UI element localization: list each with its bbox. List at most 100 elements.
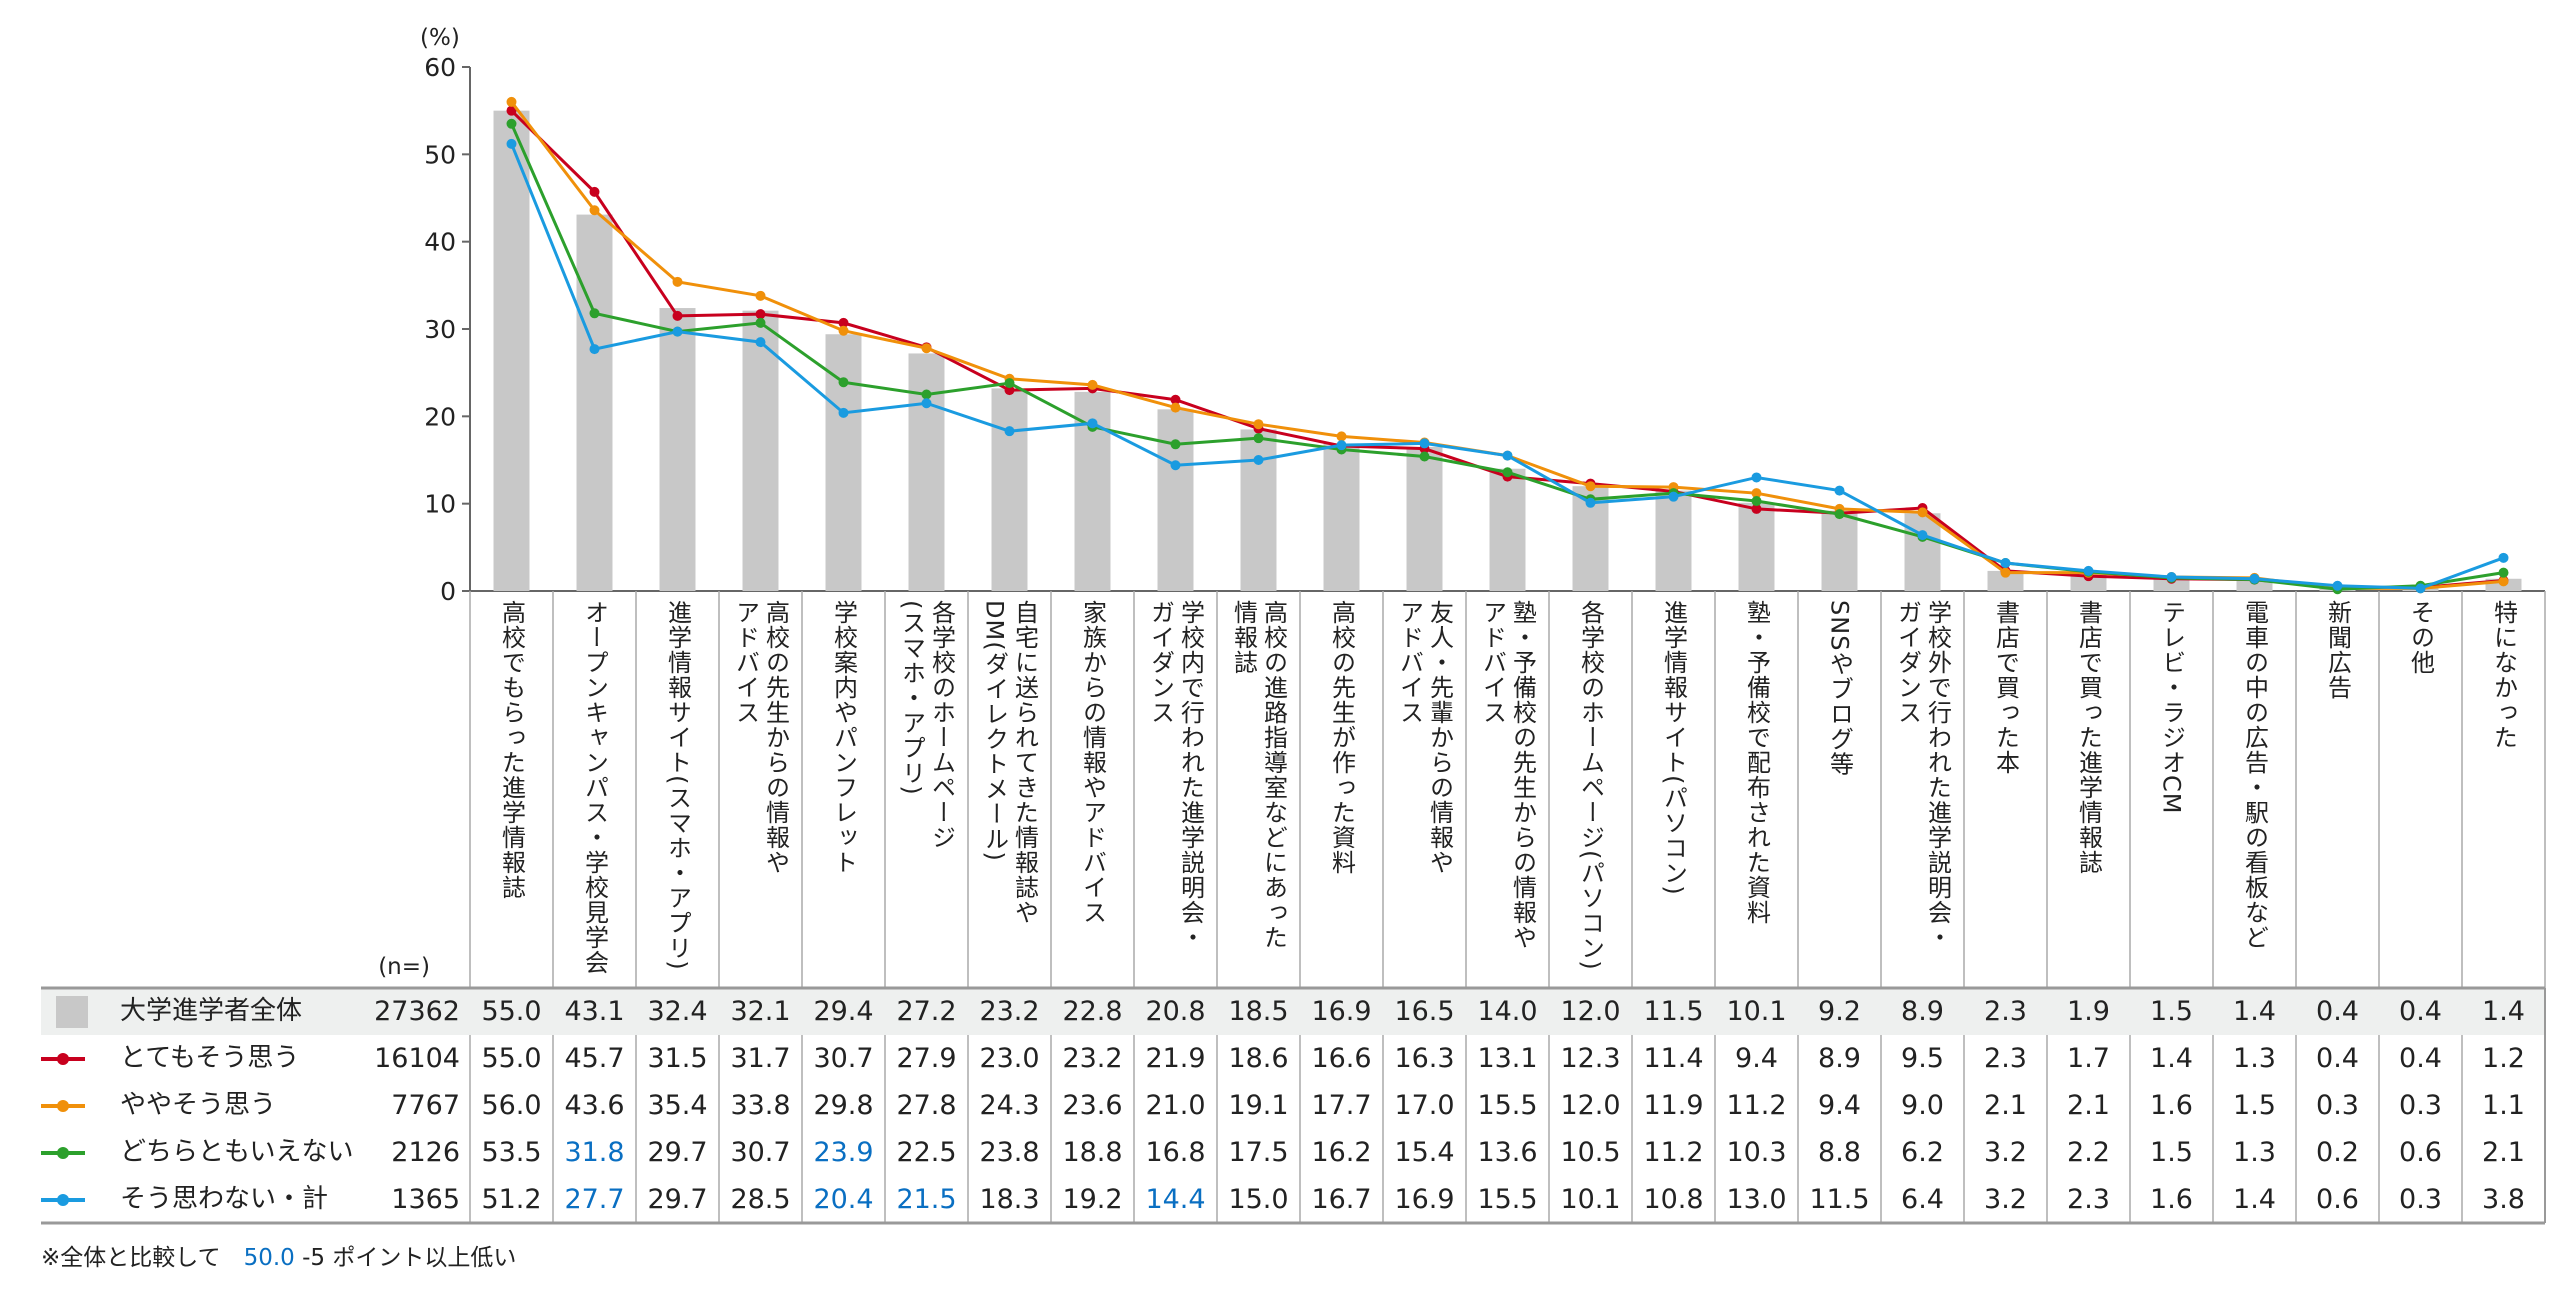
category-label: 友人・先輩からの情報や アドバイス xyxy=(1383,600,1466,980)
table-cell: 12.0 xyxy=(1560,1090,1621,1121)
category-text: オープンキャンパス・学校見学会 xyxy=(580,600,609,975)
data-point xyxy=(589,205,600,216)
table-cell: 32.1 xyxy=(730,996,791,1027)
data-point xyxy=(1502,467,1513,478)
table-cell: 23.9 xyxy=(813,1137,874,1168)
table-cell: 55.0 xyxy=(481,1043,542,1074)
bar xyxy=(1821,510,1858,591)
category-label: 塾・予備校で配布された資料 xyxy=(1715,600,1798,980)
table-cell: 16.9 xyxy=(1394,1184,1455,1215)
data-point xyxy=(838,317,849,328)
bar xyxy=(1157,409,1194,591)
footnote-suffix: -5 ポイント以上低い xyxy=(302,1245,517,1271)
footnote-sample: 50.0 xyxy=(243,1245,295,1271)
data-point xyxy=(755,337,766,348)
data-point xyxy=(2498,576,2509,587)
data-point xyxy=(2000,558,2011,569)
y-tick-label: 0 xyxy=(440,577,456,606)
category-text: 高校でもらった進学情報誌 xyxy=(497,600,526,900)
category-label: 書店で買った本 xyxy=(1964,600,2047,980)
table-cell: 23.0 xyxy=(979,1043,1040,1074)
y-tick-label: 50 xyxy=(424,140,456,169)
table-cell: 2.3 xyxy=(2067,1184,2110,1215)
category-label: 自宅に送られてきた情報誌や DM(ダイレクトメール) xyxy=(968,600,1051,980)
data-point xyxy=(1751,496,1762,507)
footnote: ※全体と比較して 50.0 -5 ポイント以上低い xyxy=(41,1238,516,1272)
table-cell: 0.3 xyxy=(2399,1090,2442,1121)
legend-marker xyxy=(57,1053,69,1065)
category-text: 塾・予備校の先生からの情報や アドバイス xyxy=(1478,600,1537,950)
table-cell: 9.0 xyxy=(1901,1090,1944,1121)
category-text: テレビ・ラジオCM xyxy=(2157,600,2186,815)
data-point xyxy=(2083,565,2094,576)
data-point xyxy=(1170,394,1181,405)
category-label: 特になかった xyxy=(2462,600,2545,980)
category-label: 家族からの情報やアドバイス xyxy=(1051,600,1134,980)
category-label: 進学情報サイト(スマホ・アプリ) xyxy=(636,600,719,980)
table-cell: 33.8 xyxy=(730,1090,791,1121)
table-cell: 21.9 xyxy=(1145,1043,1206,1074)
table-cell: 1.6 xyxy=(2150,1184,2193,1215)
bar xyxy=(908,353,945,591)
table-cell: 51.2 xyxy=(481,1184,542,1215)
table-cell: 16.8 xyxy=(1145,1137,1206,1168)
table-cell: 27.9 xyxy=(896,1043,957,1074)
category-label: 各学校のホームページ(パソコン) xyxy=(1549,600,1632,980)
sample-size: 27362 xyxy=(374,996,460,1027)
category-text: 学校内で行われた進学説明会・ ガイダンス xyxy=(1146,600,1205,950)
bar xyxy=(1323,443,1360,591)
data-point xyxy=(921,389,932,400)
table-cell: 10.5 xyxy=(1560,1137,1621,1168)
category-text: 進学情報サイト(スマホ・アプリ) xyxy=(663,600,692,971)
table-cell: 2.1 xyxy=(2067,1090,2110,1121)
table-cell: 11.5 xyxy=(1809,1184,1870,1215)
table-cell: 15.5 xyxy=(1477,1090,1538,1121)
table-cell: 1.3 xyxy=(2233,1043,2276,1074)
bar xyxy=(2153,577,2190,591)
legend-label: ややそう思う xyxy=(120,1090,277,1120)
table-cell: 0.6 xyxy=(2399,1137,2442,1168)
category-label: 進学情報サイト(パソコン) xyxy=(1632,600,1715,980)
table-cell: 1.9 xyxy=(2067,996,2110,1027)
legend-label: 大学進学者全体 xyxy=(120,996,303,1026)
sample-size: 16104 xyxy=(374,1043,460,1074)
data-point xyxy=(672,276,683,287)
category-text: 学校外で行われた進学説明会・ ガイダンス xyxy=(1893,600,1952,950)
data-point xyxy=(589,344,600,355)
data-point xyxy=(2000,567,2011,578)
table-cell: 29.4 xyxy=(813,996,874,1027)
table-cell: 3.2 xyxy=(1984,1184,2027,1215)
table-cell: 6.2 xyxy=(1901,1137,1944,1168)
data-point xyxy=(1751,503,1762,514)
category-label: その他 xyxy=(2379,600,2462,980)
table-cell: 31.5 xyxy=(647,1043,708,1074)
legend-marker xyxy=(57,1100,69,1112)
data-point xyxy=(1917,530,1928,541)
category-label: 各学校のホームページ (スマホ・アプリ) xyxy=(885,600,968,980)
legend-swatch xyxy=(56,996,88,1028)
bar xyxy=(1738,502,1775,591)
category-text: 各学校のホームページ(パソコン) xyxy=(1576,600,1605,971)
data-point xyxy=(755,317,766,328)
table-cell: 17.0 xyxy=(1394,1090,1455,1121)
table-cell: 0.4 xyxy=(2399,1043,2442,1074)
category-label: 新聞広告 xyxy=(2296,600,2379,980)
data-point xyxy=(1004,385,1015,396)
table-cell: 10.1 xyxy=(1726,996,1787,1027)
category-text: 高校の進路指導室などにあった 情報誌 xyxy=(1229,600,1288,950)
table-cell: 12.0 xyxy=(1560,996,1621,1027)
table-cell: 18.5 xyxy=(1228,996,1289,1027)
data-point xyxy=(1170,439,1181,450)
table-cell: 30.7 xyxy=(730,1137,791,1168)
table-cell: 17.5 xyxy=(1228,1137,1289,1168)
category-label: 学校案内やパンフレット xyxy=(802,600,885,980)
data-point xyxy=(838,325,849,336)
table-cell: 13.6 xyxy=(1477,1137,1538,1168)
bar xyxy=(1655,490,1692,591)
data-point xyxy=(1585,481,1596,492)
table-cell: 29.7 xyxy=(647,1184,708,1215)
legend-marker xyxy=(57,1194,69,1206)
table-cell: 19.1 xyxy=(1228,1090,1289,1121)
table-cell: 16.3 xyxy=(1394,1043,1455,1074)
